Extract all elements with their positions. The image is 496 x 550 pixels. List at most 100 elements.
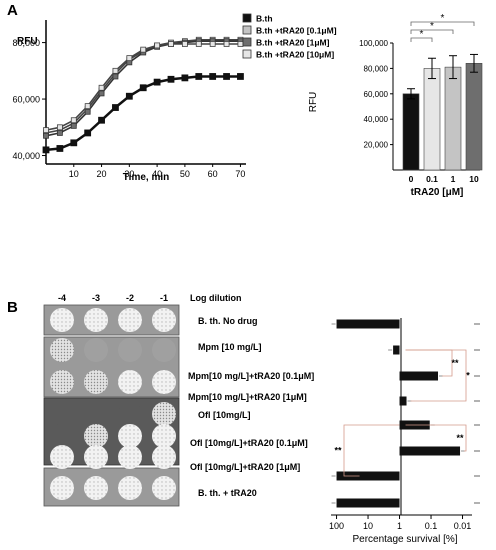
survival-significance: ******* — [334, 349, 470, 477]
colony-spot — [152, 402, 176, 426]
colony-spot — [84, 424, 108, 448]
survival-tick-label: 10 — [363, 521, 373, 531]
bar-significance-bracket — [410, 21, 475, 26]
colony-spot — [118, 445, 142, 469]
kinetics-x-ticks: 10 20 30 40 50 60 70 — [69, 164, 245, 179]
survival-x-label: Percentage survival [%] — [352, 534, 457, 545]
kinetics-point — [209, 73, 217, 80]
kinetics-point — [84, 129, 92, 137]
dilution-tick-label: -1 — [160, 293, 168, 303]
survival-significance-star: * — [466, 371, 470, 381]
bar-x-tick-label: 10 — [469, 174, 479, 184]
condition-label: Ofl [10mg/L]+tRA20 [1μM] — [190, 462, 300, 472]
colony-spot — [84, 338, 108, 362]
kinetics-point — [70, 139, 78, 147]
panel-b-label: B — [7, 299, 18, 316]
colony-spot — [152, 445, 176, 469]
legend-entry: B.th +tRA20 [10μM] — [256, 50, 334, 60]
legend-swatch — [242, 49, 252, 59]
bar-significance-star: * — [420, 29, 424, 40]
kinetics-y-tick-label: 40,000 — [12, 151, 40, 161]
kinetics-point — [43, 132, 49, 139]
colony-spot — [152, 370, 176, 394]
kinetics-x-tick-label: 30 — [124, 169, 134, 179]
survival-tick-label: 0.01 — [454, 521, 472, 531]
legend-swatch — [242, 37, 252, 47]
kinetics-point — [154, 42, 161, 49]
kinetics-point — [84, 103, 91, 110]
survival-significance-star: ** — [456, 433, 464, 443]
kinetics-point — [112, 104, 119, 111]
bar-y-tick-label: 20,000 — [364, 141, 389, 150]
survival-bars — [331, 319, 466, 508]
colony-spot — [118, 476, 142, 500]
condition-label: Mpm[10 mg/L]+tRA20 [0.1μM] — [188, 371, 314, 381]
kinetics-point — [56, 124, 63, 131]
survival-bar — [393, 345, 400, 355]
survival-bar — [336, 498, 400, 508]
kinetics-x-tick-label: 70 — [235, 169, 245, 179]
kinetics-point — [153, 78, 161, 86]
kinetics-point — [195, 73, 203, 80]
kinetics-point — [195, 41, 202, 47]
survival-bar — [399, 371, 439, 381]
colony-spot — [152, 424, 176, 448]
colony-spot — [50, 476, 74, 500]
survival-chart: 100 10 1 0.1 0.01 ******* Percentage surviva… — [329, 318, 480, 545]
colony-spot — [118, 370, 142, 394]
bar-x-ticks: 0 0.1 1 10 — [409, 174, 479, 184]
kinetics-point — [56, 145, 64, 152]
bar-y-ticks: 20,000 40,000 60,000 80,000 100,000 — [359, 39, 393, 150]
kinetics-point — [42, 146, 50, 154]
bar-y-tick-label: 40,000 — [364, 115, 389, 124]
legend-swatch — [242, 13, 252, 23]
survival-bar — [336, 319, 400, 329]
kinetics-x-tick-label: 60 — [208, 169, 218, 179]
kinetics-y-tick-label: 80,000 — [12, 38, 40, 48]
kinetics-point — [112, 67, 119, 74]
kinetics-y-ticks: 40,000 60,000 80,000 — [12, 38, 46, 161]
legend-entry: B.th +tRA20 [1μM] — [256, 38, 330, 48]
bar-marks — [402, 53, 483, 171]
kinetics-point — [112, 73, 119, 80]
survival-significance-star: ** — [451, 358, 459, 368]
kinetics-y-tick-label: 60,000 — [12, 95, 40, 105]
kinetics-x-tick-label: 40 — [152, 169, 162, 179]
kinetics-point — [209, 41, 216, 47]
colony-spot — [50, 308, 74, 332]
dilution-tick-label: -2 — [126, 293, 134, 303]
rfu-bar-chart: RFU tRA20 [μM] 20,000 40,000 60,000 80,000 1… — [308, 13, 483, 198]
condition-labels: B. th. No drug Mpm [10 mg/L] Mpm[10 mg/L]+… — [188, 316, 314, 498]
colony-spot — [50, 338, 74, 362]
colony-spots — [50, 308, 176, 500]
bar-x-label: tRA20 [μM] — [411, 187, 464, 198]
kinetics-point — [139, 84, 147, 92]
kinetics-legend: B.th B.th +tRA20 [0.1μM] B.th +tRA20 [1μM]… — [242, 13, 337, 60]
bar-x-tick-label: 0 — [409, 174, 414, 184]
colony-spot — [118, 424, 142, 448]
legend-entry: B.th +tRA20 [0.1μM] — [256, 26, 337, 36]
spot-plates — [43, 304, 180, 507]
kinetics-point — [56, 130, 63, 136]
colony-spot — [118, 338, 142, 362]
survival-significance-bracket — [343, 424, 400, 477]
colony-spot — [118, 308, 142, 332]
rfu-bar — [465, 63, 483, 171]
kinetics-x-tick-label: 10 — [69, 169, 79, 179]
panel-a-label: A — [7, 2, 18, 19]
survival-significance-bracket — [405, 349, 467, 402]
colony-spot — [118, 402, 142, 426]
colony-spot — [50, 424, 74, 448]
colony-spot — [152, 338, 176, 362]
bar-x-tick-label: 0.1 — [426, 174, 438, 184]
kinetics-point — [98, 84, 105, 91]
kinetics-chart: RFU Time, min 40,000 60,000 80,000 10 20 30 4… — [12, 20, 246, 183]
condition-label: B. th. No drug — [198, 316, 258, 326]
dilution-tick-label: -4 — [58, 293, 66, 303]
bar-significance-star: * — [430, 21, 434, 32]
survival-bar — [399, 396, 407, 406]
kinetics-point — [98, 116, 105, 124]
survival-significance-star: ** — [334, 446, 342, 456]
condition-label: Ofl [10mg/L]+tRA20 [0.1μM] — [190, 438, 308, 448]
